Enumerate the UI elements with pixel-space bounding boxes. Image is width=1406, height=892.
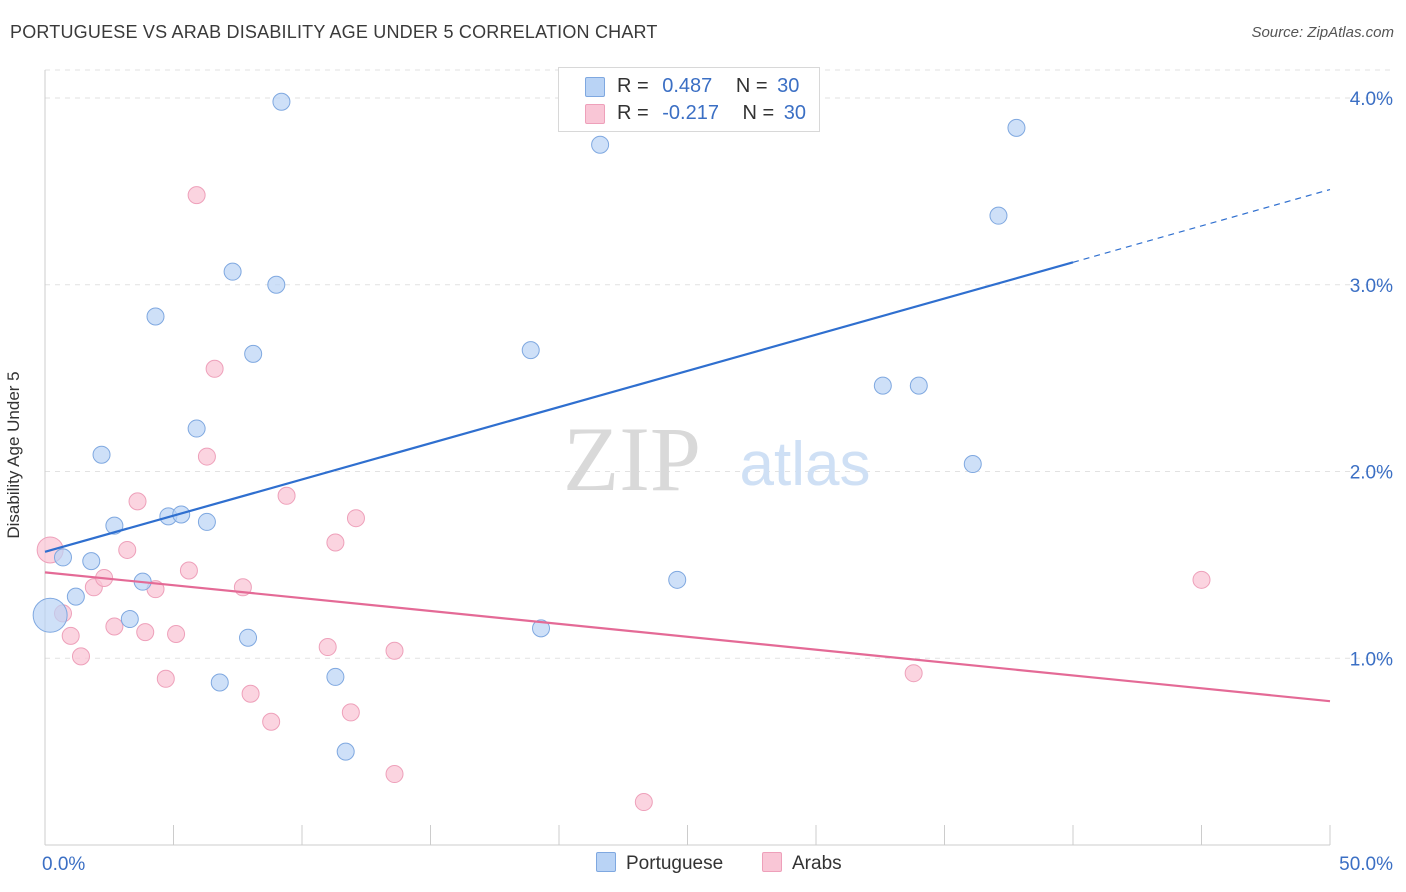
arabs-point [634,793,653,812]
portuguese-point [120,610,139,629]
arabs-point [71,647,90,666]
grid-lines [45,69,1395,659]
watermark-atlas: atlas [740,430,871,499]
source-label: Source: ZipAtlas.com [1251,24,1394,41]
portuguese-point [909,376,928,395]
arabs-point [187,186,206,205]
y-tick-label: 3.0% [1350,276,1393,297]
portuguese-point [187,419,206,438]
portuguese-point [963,455,982,474]
legend-n-label: N = [742,102,775,124]
arabs-point [156,669,175,688]
y-tick-label: 1.0% [1350,649,1393,670]
arabs-point [385,641,404,660]
legend-r-value: -0.217 [662,102,719,124]
arabs-point [167,624,186,643]
portuguese-point [336,742,355,761]
portuguese-trend-line [44,261,1074,553]
legend-r-label: R = [617,102,649,124]
arabs-point [197,447,216,466]
portuguese-point [223,262,242,281]
legend-r-value: 0.487 [662,75,713,97]
arabs-point [205,359,224,378]
arabs-point [1192,570,1211,589]
portuguese-trend-extension [1072,188,1331,263]
legend-swatch-blue [585,77,605,97]
portuguese-point [146,307,165,326]
legend-n-value: 30 [777,75,800,97]
x-tick-label: 0.0% [42,854,85,875]
portuguese-point [267,275,286,294]
watermark: ZIP atlas [563,408,870,510]
portuguese-points [32,92,1026,761]
arabs-point [105,617,124,636]
arabs-point [341,703,360,722]
y-axis-label: Disability Age Under 5 [4,371,23,539]
legend-r-label: R = [617,75,649,97]
legend-n-label: N = [735,75,768,97]
tick-labels: 1.0% 2.0% 3.0% 4.0% 0.0% 50.0% [42,89,1393,875]
y-tick-label: 2.0% [1350,463,1393,484]
legend-n-value: 30 [783,102,807,124]
arabs-point [61,626,80,645]
legend-label-portuguese: Portuguese [626,853,724,874]
portuguese-point [239,628,258,647]
arabs-trend-line [44,571,1331,703]
arabs-point [241,684,260,703]
chart-title: PORTUGUESE VS ARAB DISABILITY AGE UNDER … [10,22,658,42]
arabs-point [136,623,155,642]
portuguese-point [989,206,1008,225]
arabs-point [179,561,198,580]
legend-item-arabs[interactable]: Arabs [762,852,842,875]
trend-lines [44,188,1331,703]
legend-swatch-arabs [762,852,782,872]
arabs-point [118,540,137,559]
portuguese-point [92,445,111,464]
legend-swatch-pink [585,104,605,124]
portuguese-point [197,512,216,531]
portuguese-point [105,516,124,535]
portuguese-point [591,135,610,154]
watermark-zip: ZIP [563,408,701,510]
portuguese-point [66,587,85,606]
arabs-point [346,509,365,528]
portuguese-point [668,570,687,589]
portuguese-point [326,667,345,686]
portuguese-point [272,92,291,111]
correlation-legend: R = 0.487 N = 30 R = -0.217 N = 30 [558,67,820,132]
portuguese-point [210,673,229,692]
arabs-point [262,712,281,731]
axes [44,70,1331,846]
arabs-point [128,492,147,511]
portuguese-point [53,548,72,567]
arabs-point [318,638,337,657]
arabs-point [385,765,404,784]
portuguese-point [32,597,68,633]
arabs-point [904,664,923,683]
arabs-point [277,486,296,505]
portuguese-point [1007,118,1026,137]
legend-item-portuguese[interactable]: Portuguese [596,852,723,875]
portuguese-point [82,552,101,571]
portuguese-point [244,344,263,363]
x-tick-label: 50.0% [1339,854,1393,875]
legend-swatch-portuguese [596,852,616,872]
portuguese-point [532,619,551,638]
portuguese-point [521,341,540,360]
portuguese-point [873,376,892,395]
arabs-point [326,533,345,552]
legend-label-arabs: Arabs [792,853,842,874]
y-tick-label: 4.0% [1350,89,1393,110]
